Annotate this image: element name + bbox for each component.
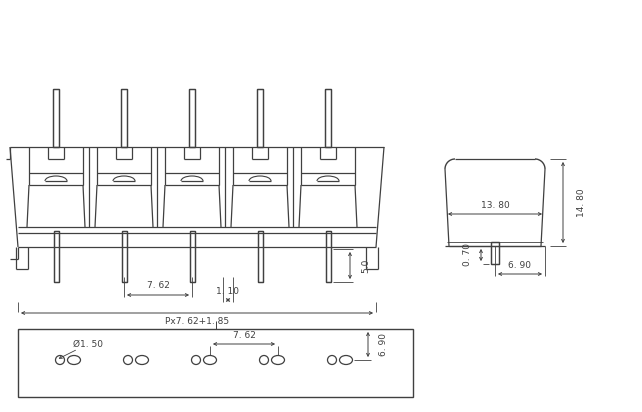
Bar	[189, 231, 195, 282]
Bar	[53, 231, 58, 282]
Bar	[189, 231, 195, 282]
Bar	[491, 242, 499, 264]
Bar	[121, 89, 127, 147]
Bar	[53, 89, 59, 147]
Text: 6. 90: 6. 90	[379, 333, 388, 356]
Bar	[121, 89, 127, 147]
Text: 14. 80: 14. 80	[577, 188, 586, 217]
Text: 0. 70: 0. 70	[462, 243, 471, 267]
Bar	[53, 89, 59, 147]
Text: 7. 62: 7. 62	[232, 330, 256, 339]
Text: Ø1. 50: Ø1. 50	[73, 339, 103, 349]
Bar	[325, 231, 331, 282]
Bar	[18, 329, 413, 397]
Bar	[121, 231, 126, 282]
Bar	[257, 89, 263, 147]
Bar	[325, 89, 331, 147]
Bar	[189, 89, 195, 147]
Text: 1. 10: 1. 10	[216, 286, 239, 295]
Bar	[189, 89, 195, 147]
Text: Px7. 62+1. 85: Px7. 62+1. 85	[165, 318, 229, 326]
Text: 7. 62: 7. 62	[146, 281, 169, 290]
Bar	[53, 231, 58, 282]
Bar	[325, 231, 331, 282]
Bar	[121, 231, 126, 282]
Bar	[325, 89, 331, 147]
Bar	[257, 231, 263, 282]
Bar	[491, 242, 499, 264]
Text: 13. 80: 13. 80	[481, 201, 509, 209]
Bar	[257, 231, 263, 282]
Text: 5.0: 5.0	[361, 258, 370, 273]
Text: 6. 90: 6. 90	[508, 260, 532, 269]
Bar	[257, 89, 263, 147]
